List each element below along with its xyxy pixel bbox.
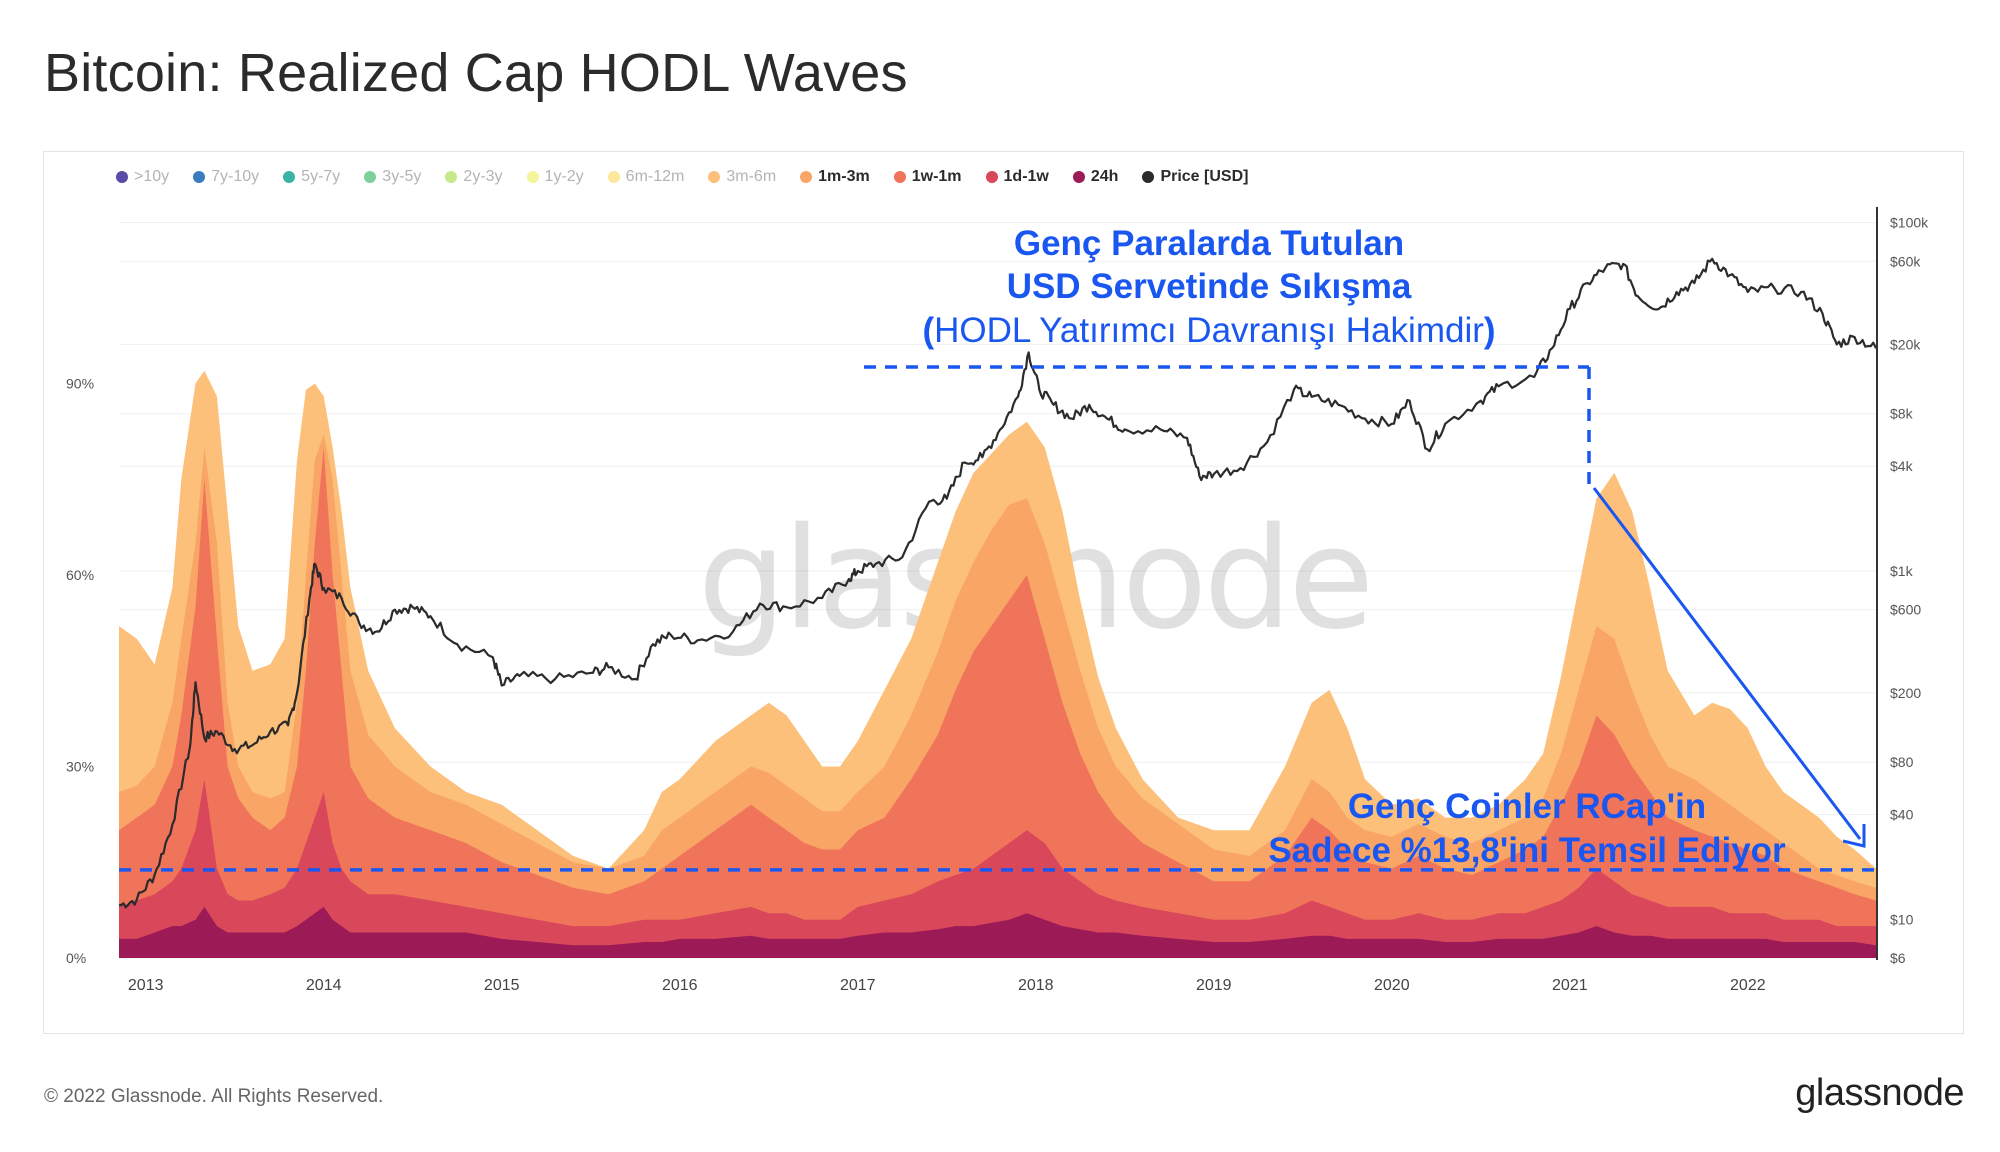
legend-label: 6m-12m	[625, 168, 685, 185]
arrow-head-icon	[1842, 824, 1866, 848]
y-right-tick-label: $80	[1890, 754, 1914, 770]
y-right-tick-label: $100k	[1890, 215, 1929, 231]
legend-label: 5y-7y	[301, 168, 341, 185]
legend-dot-icon	[283, 171, 296, 183]
legend-label: 1m-3m	[818, 168, 870, 185]
legend-dot-icon	[116, 171, 128, 183]
legend-label: >10y	[134, 168, 170, 185]
legend-item[interactable]: 6m-12m	[607, 168, 685, 186]
x-tick-label: 2019	[1196, 977, 1232, 994]
legend-dot-icon	[708, 171, 721, 183]
legend-item[interactable]: 1y-2y	[526, 168, 584, 186]
legend-item[interactable]: 1m-3m	[800, 168, 870, 186]
legend-item[interactable]: >10y	[116, 168, 169, 186]
hodl-waves-chart: glassnode0%30%60%90%$6$10$40$80$200$600$…	[66, 207, 1929, 994]
legend-dot-icon	[445, 171, 458, 183]
legend-item[interactable]: Price [USD]	[1142, 168, 1248, 186]
legend-label: 24h	[1090, 168, 1119, 185]
y-right-tick-label: $6	[1890, 950, 1906, 966]
annotation-top-line3: (HODL Yatırımcı Davranışı Hakimdir)	[922, 311, 1495, 350]
legend-label: 1y-2y	[544, 168, 584, 185]
y-right-tick-label: $8k	[1890, 406, 1914, 422]
legend-dot-icon	[607, 171, 620, 183]
y-right-tick-label: $20k	[1890, 336, 1921, 352]
annotation-paren-close: )	[1484, 311, 1496, 350]
legend-label: 7y-10y	[211, 168, 260, 185]
y-right-tick-label: $4k	[1890, 458, 1914, 474]
legend-item[interactable]: 3y-5y	[364, 168, 421, 186]
y-right-tick-label: $40	[1890, 806, 1914, 822]
footer-logo: glassnode	[1795, 1072, 1964, 1114]
y-right-tick-label: $200	[1890, 685, 1921, 701]
x-tick-label: 2017	[840, 977, 876, 994]
price-line	[118, 257, 1877, 909]
x-tick-label: 2022	[1730, 977, 1766, 994]
legend-item[interactable]: 5y-7y	[283, 168, 340, 186]
area-24h	[119, 906, 1876, 958]
annotation-bottom-line1: Genç Coinler RCap'in	[1348, 787, 1706, 826]
x-tick-label: 2021	[1552, 977, 1588, 994]
x-tick-label: 2020	[1374, 977, 1410, 994]
legend-item[interactable]: 3m-6m	[708, 168, 776, 186]
legend-dot-icon	[1072, 171, 1085, 183]
annotation-top-line2: USD Servetinde Sıkışma	[1007, 267, 1412, 306]
y-right-tick-label: $1k	[1890, 563, 1914, 579]
page-title: Bitcoin: Realized Cap HODL Waves	[44, 43, 908, 103]
area-1d-1w	[119, 779, 1876, 958]
legend-label: 1d-1w	[1003, 168, 1049, 185]
y-left-tick-label: 60%	[66, 567, 94, 583]
y-right-tick-label: $60k	[1890, 253, 1921, 269]
legend-dot-icon	[526, 171, 539, 183]
legend-item[interactable]: 24h	[1072, 168, 1119, 186]
x-tick-label: 2015	[484, 977, 520, 994]
legend-dot-icon	[800, 171, 813, 183]
x-tick-label: 2018	[1018, 977, 1054, 994]
legend-item[interactable]: 1d-1w	[985, 168, 1049, 186]
legend-item[interactable]: 7y-10y	[193, 168, 259, 186]
area-1w-1m	[119, 447, 1876, 958]
legend-item[interactable]: 2y-3y	[445, 168, 503, 186]
legend-dot-icon	[893, 171, 906, 183]
y-left-tick-label: 30%	[66, 759, 94, 775]
x-tick-label: 2016	[662, 977, 698, 994]
x-tick-label: 2014	[306, 977, 342, 994]
annotation-top-line3-text: HODL Yatırımcı Davranışı Hakimdir	[934, 311, 1484, 350]
legend-dot-icon	[1142, 171, 1155, 183]
legend-label: 1w-1m	[911, 168, 962, 185]
legend-dot-icon	[193, 171, 206, 183]
trend-arrow-line	[1592, 487, 1862, 840]
footer-copyright: © 2022 Glassnode. All Rights Reserved.	[44, 1086, 384, 1107]
y-left-tick-label: 90%	[66, 376, 94, 392]
legend-label: 3y-5y	[382, 168, 422, 185]
x-tick-label: 2013	[128, 977, 164, 994]
legend-label: 3m-6m	[726, 168, 777, 185]
legend-item[interactable]: 1w-1m	[893, 168, 962, 186]
y-right-tick-label: $600	[1890, 602, 1921, 618]
legend-dot-icon	[364, 171, 377, 183]
annotation-top-line1: Genç Paralarda Tutulan	[1014, 224, 1404, 263]
y-left-tick-label: 0%	[66, 950, 86, 966]
annotation-paren-open: (	[922, 311, 934, 350]
legend-label: Price [USD]	[1160, 168, 1249, 185]
chart-frame: >10y 7y-10y 5y-7y 3y-5y 2y-3y 1y-2y 6m-12m 3m-6…	[43, 151, 1964, 1034]
annotation-bottom-line2: Sadece %13,8'ini Temsil Ediyor	[1268, 831, 1786, 870]
y-right-tick-label: $10	[1890, 911, 1914, 927]
legend: >10y 7y-10y 5y-7y 3y-5y 2y-3y 1y-2y 6m-12m 3m-6…	[116, 168, 1248, 186]
legend-dot-icon	[985, 171, 998, 183]
legend-label: 2y-3y	[463, 168, 503, 185]
